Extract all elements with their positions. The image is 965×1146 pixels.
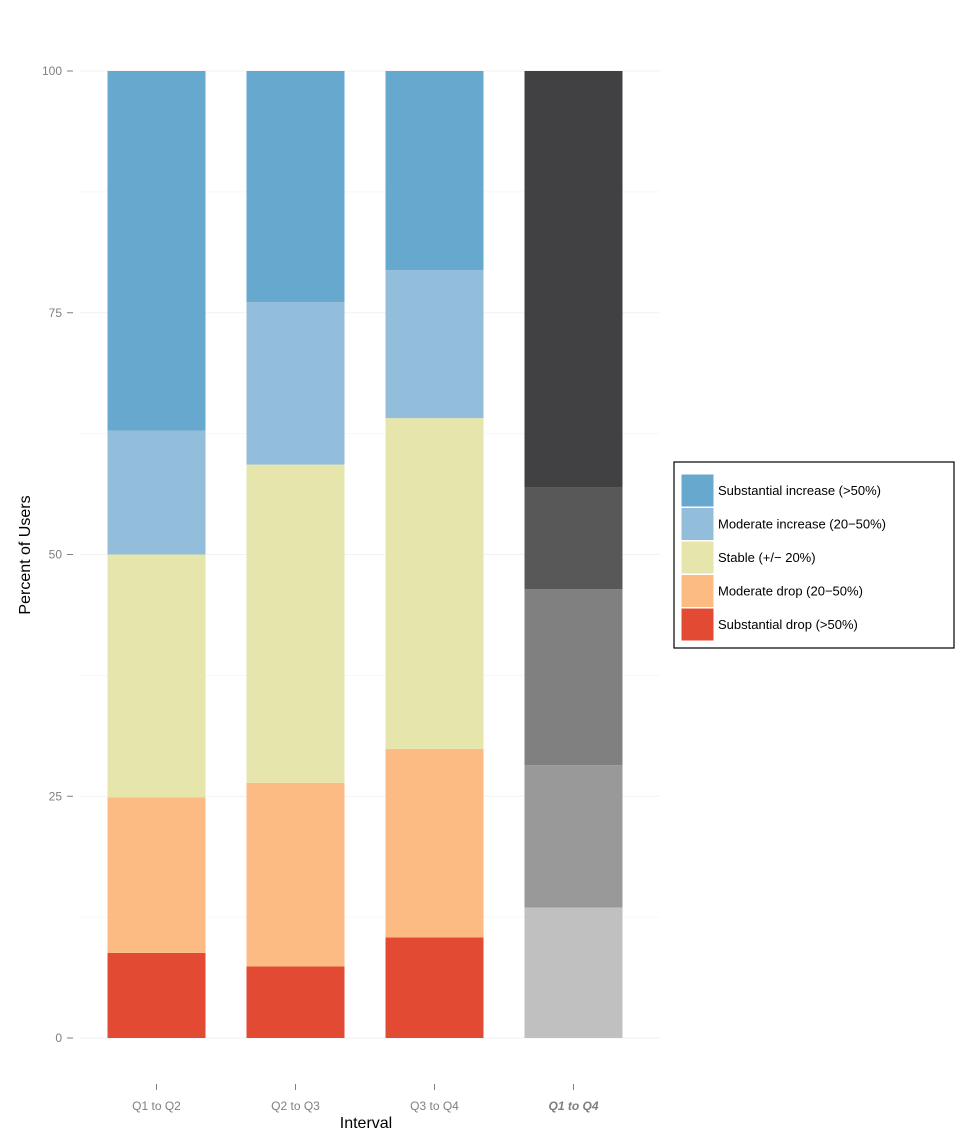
- legend-label: Stable (+/− 20%): [718, 550, 816, 565]
- bar-segment: [524, 487, 623, 590]
- legend-swatch: [680, 574, 715, 608]
- x-tick-label: Q1 to Q2: [132, 1099, 181, 1113]
- y-tick-label: 75: [49, 306, 63, 320]
- y-tick-label: 100: [42, 64, 62, 78]
- bar-segment: [107, 554, 206, 798]
- legend-swatch: [680, 540, 715, 575]
- bars: [107, 71, 623, 1038]
- y-tick-label: 0: [55, 1031, 62, 1045]
- legend-swatch: [680, 507, 715, 541]
- bar-segment: [107, 71, 206, 431]
- x-tick-label: Q3 to Q4: [410, 1099, 459, 1113]
- legend-swatch: [680, 607, 715, 642]
- bar-segment: [107, 430, 206, 555]
- bar-segment: [385, 748, 484, 938]
- x-axis: Q1 to Q2 Q2 to Q3 Q3 to Q4 Q1 to Q4: [132, 1084, 599, 1113]
- bar-segment: [524, 71, 623, 488]
- y-tick-label: 25: [49, 789, 63, 803]
- x-tick-label: Q1 to Q4: [548, 1099, 598, 1113]
- legend-label: Moderate drop (20−50%): [718, 584, 863, 599]
- legend: Substantial increase (>50%) Moderate incr…: [673, 461, 955, 649]
- x-tick-label: Q2 to Q3: [271, 1099, 320, 1113]
- legend-label: Substantial drop (>50%): [718, 617, 858, 632]
- y-axis-title: Percent of Users: [17, 495, 34, 614]
- x-axis-title: Interval: [340, 1115, 392, 1132]
- y-tick-label: 50: [49, 548, 63, 562]
- bar-segment: [246, 71, 345, 303]
- bar-segment: [385, 937, 484, 1038]
- bar-segment: [524, 765, 623, 908]
- bar-segment: [107, 797, 206, 953]
- bar-segment: [246, 966, 345, 1038]
- bar-segment: [246, 302, 345, 465]
- bar-segment: [107, 952, 206, 1038]
- bar-segment: [385, 418, 484, 749]
- legend-swatch: [680, 473, 715, 508]
- bar-segment: [385, 71, 484, 271]
- legend-label: Substantial increase (>50%): [718, 483, 881, 498]
- y-axis: 0 25 50 75 100: [42, 64, 73, 1045]
- bar-segment: [524, 907, 623, 1038]
- legend-label: Moderate increase (20−50%): [718, 517, 886, 532]
- bar-segment: [246, 464, 345, 783]
- bar-segment: [524, 589, 623, 766]
- legend-border: [673, 461, 955, 649]
- bar-segment: [246, 782, 345, 967]
- bar-segment: [385, 270, 484, 419]
